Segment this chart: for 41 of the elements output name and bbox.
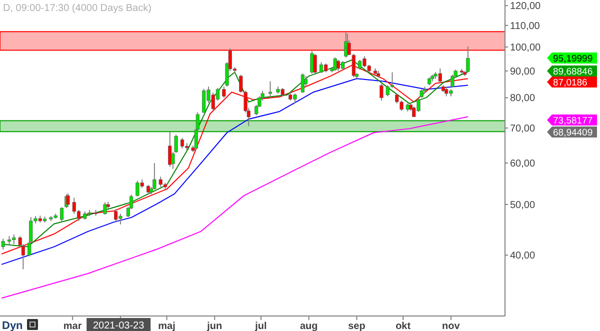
- text: 73,58177: [553, 115, 593, 126]
- x-tick-label: aug: [300, 321, 318, 331]
- candlestick: [146, 184, 150, 196]
- y-tick-label: 80,00: [510, 93, 536, 104]
- y-tick-label: 60,00: [510, 158, 536, 170]
- y-tick-label: 110,00: [510, 20, 540, 32]
- x-tick-label: sep: [348, 321, 366, 331]
- text: Dyn: [2, 320, 24, 331]
- candlestick: [66, 192, 70, 208]
- chart-title: D, 09:00-17:30 (4000 Days Back): [3, 3, 152, 14]
- text: 2021-03-23: [93, 320, 145, 331]
- candlestick: [313, 53, 317, 74]
- candlestick: [152, 162, 156, 190]
- candlestick: [222, 86, 226, 98]
- candlestick: [333, 56, 337, 72]
- candlestick: [168, 131, 172, 168]
- candlestick: [60, 206, 64, 222]
- y-tick-label: 120,00: [510, 1, 542, 12]
- x-tick-label: mar: [63, 321, 82, 331]
- x-tick-label: maj: [158, 321, 176, 331]
- y-tick-label: 100,00: [510, 42, 542, 54]
- y-tick-label: 50,00: [510, 200, 536, 211]
- candlestick: [300, 72, 304, 94]
- y-tick-label: 40,00: [510, 250, 536, 262]
- candlestick: [268, 80, 272, 97]
- candlestick: [239, 74, 243, 94]
- candlestick: [103, 202, 107, 216]
- x-tick-label: okt: [396, 321, 412, 331]
- text: 68,94409: [553, 127, 593, 138]
- line-series: [1, 116, 468, 299]
- candlestick: [1, 238, 5, 250]
- y-tick-label: 70,00: [510, 124, 536, 135]
- candlestick: [466, 46, 470, 73]
- x-tick-label: nov: [442, 321, 460, 331]
- text: 95,19999: [553, 53, 593, 64]
- y-tick-label: 90,00: [510, 66, 536, 78]
- candlestick: [380, 83, 384, 102]
- text: 87,0186: [553, 77, 588, 88]
- text: 89,68846: [553, 66, 593, 78]
- x-tick-label: jun: [206, 321, 222, 331]
- x-tick-label: jul: [254, 321, 268, 331]
